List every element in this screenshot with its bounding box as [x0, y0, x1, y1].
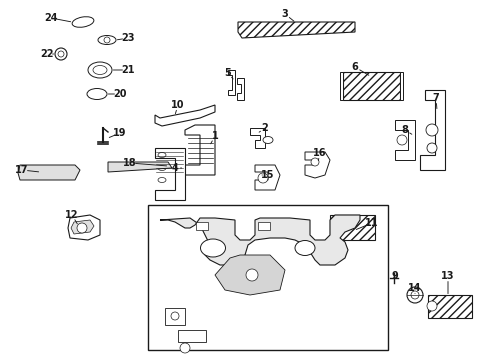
Polygon shape — [227, 70, 235, 95]
Ellipse shape — [158, 177, 165, 183]
Text: 11: 11 — [365, 218, 378, 228]
Polygon shape — [108, 162, 172, 172]
Ellipse shape — [72, 17, 94, 27]
Polygon shape — [329, 215, 374, 240]
Polygon shape — [155, 148, 184, 200]
Ellipse shape — [87, 89, 107, 99]
Circle shape — [104, 37, 110, 43]
Polygon shape — [305, 152, 329, 178]
Text: 5: 5 — [224, 68, 231, 78]
Text: 8: 8 — [401, 125, 407, 135]
Text: 18: 18 — [123, 158, 137, 168]
Ellipse shape — [158, 166, 165, 171]
Circle shape — [258, 173, 267, 183]
Polygon shape — [254, 165, 280, 190]
Polygon shape — [164, 308, 184, 325]
Circle shape — [180, 343, 190, 353]
Polygon shape — [399, 72, 402, 100]
Polygon shape — [68, 215, 100, 240]
Text: 3: 3 — [281, 9, 288, 19]
Ellipse shape — [263, 136, 272, 144]
Polygon shape — [394, 120, 414, 160]
Polygon shape — [71, 220, 94, 234]
Polygon shape — [155, 105, 215, 126]
Circle shape — [310, 158, 318, 166]
Text: 6: 6 — [351, 62, 358, 72]
Text: 21: 21 — [121, 65, 135, 75]
Polygon shape — [342, 72, 399, 100]
Circle shape — [426, 143, 436, 153]
Text: 22: 22 — [40, 49, 54, 59]
Polygon shape — [427, 295, 471, 318]
Polygon shape — [339, 72, 342, 100]
Text: 16: 16 — [313, 148, 326, 158]
Text: 1: 1 — [211, 131, 218, 141]
Text: 23: 23 — [121, 33, 135, 43]
Circle shape — [406, 287, 422, 303]
Text: 17: 17 — [15, 165, 29, 175]
Circle shape — [425, 124, 437, 136]
Ellipse shape — [93, 66, 107, 75]
Ellipse shape — [98, 36, 116, 45]
Circle shape — [58, 51, 64, 57]
Bar — [148, 205, 387, 350]
Text: 7: 7 — [432, 93, 439, 103]
Polygon shape — [160, 215, 359, 265]
Circle shape — [171, 312, 179, 320]
Circle shape — [77, 223, 87, 233]
Polygon shape — [419, 90, 444, 170]
Polygon shape — [18, 165, 80, 180]
Text: 15: 15 — [261, 170, 274, 180]
Circle shape — [410, 291, 418, 299]
Text: 10: 10 — [171, 100, 184, 110]
Circle shape — [55, 48, 67, 60]
Text: 20: 20 — [113, 89, 126, 99]
Text: 13: 13 — [440, 271, 454, 281]
Polygon shape — [237, 78, 244, 100]
Ellipse shape — [158, 153, 165, 157]
Text: 4: 4 — [171, 163, 178, 173]
Polygon shape — [249, 128, 264, 148]
Polygon shape — [184, 125, 215, 175]
Ellipse shape — [88, 62, 112, 78]
Text: 12: 12 — [65, 210, 79, 220]
Circle shape — [396, 135, 406, 145]
Polygon shape — [196, 222, 207, 230]
Text: 2: 2 — [261, 123, 268, 133]
Circle shape — [426, 301, 436, 311]
Ellipse shape — [294, 240, 314, 256]
Text: 19: 19 — [113, 128, 126, 138]
Circle shape — [245, 269, 258, 281]
Text: 9: 9 — [391, 271, 398, 281]
Text: 24: 24 — [44, 13, 58, 23]
Polygon shape — [215, 255, 285, 295]
Text: 14: 14 — [407, 283, 421, 293]
Polygon shape — [238, 22, 354, 38]
Polygon shape — [258, 222, 269, 230]
Ellipse shape — [200, 239, 225, 257]
Bar — [178, 330, 205, 342]
